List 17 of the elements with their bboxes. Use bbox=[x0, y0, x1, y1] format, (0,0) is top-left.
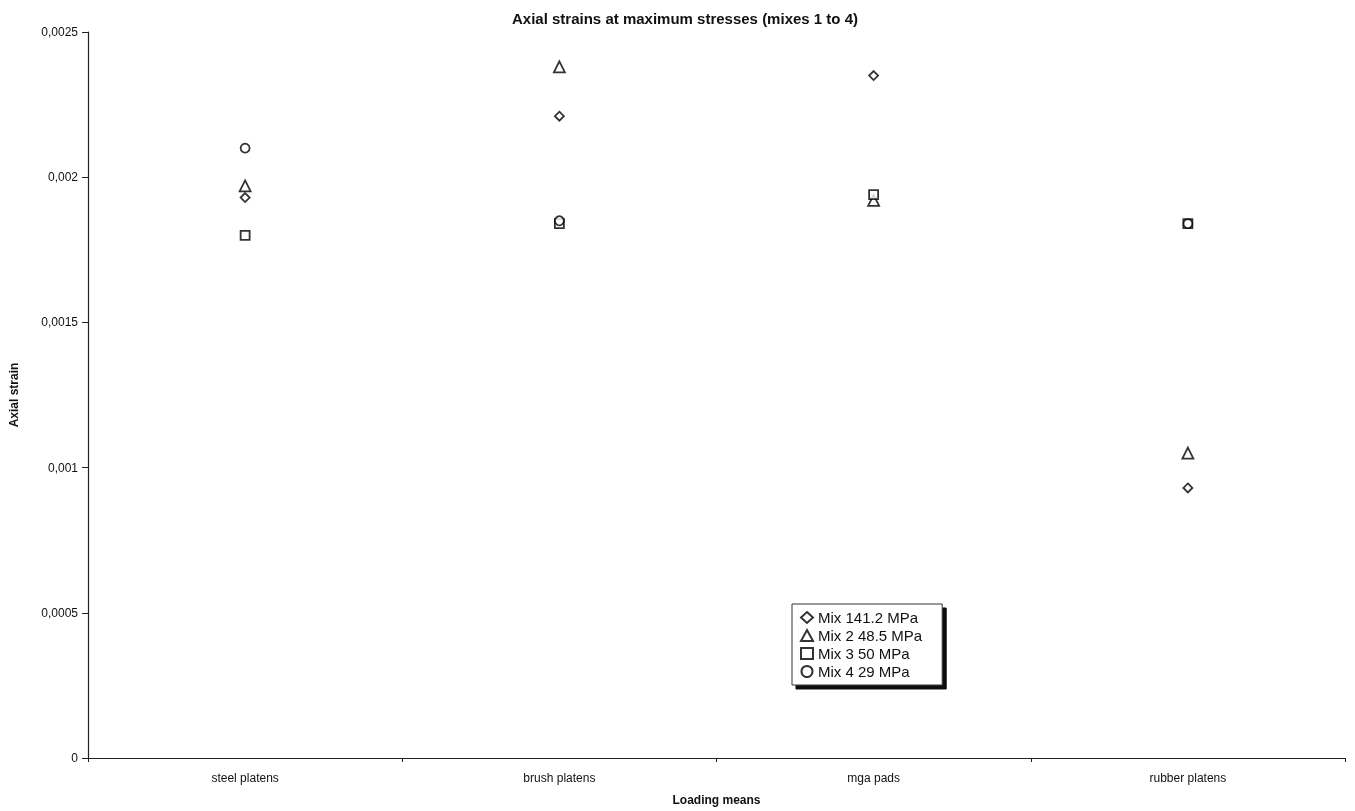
legend-label: Mix 4 29 MPa bbox=[818, 663, 911, 680]
x-tick-label: brush platens bbox=[523, 771, 596, 785]
x-tick-label: steel platens bbox=[211, 771, 279, 785]
y-tick-label: 0 bbox=[71, 751, 79, 765]
legend-label: Mix 141.2 MPa bbox=[818, 609, 919, 626]
chart-title: Axial strains at maximum stresses (mixes 1 to 4) bbox=[512, 10, 858, 27]
y-tick-label: 0,001 bbox=[47, 460, 79, 475]
x-tick-label: mga pads bbox=[847, 771, 900, 785]
y-tick-label: 0,0005 bbox=[41, 605, 79, 620]
x-axis-title: Loading means bbox=[672, 793, 761, 807]
x-tick-label: rubber platens bbox=[1149, 771, 1227, 785]
legend-label: Mix 3 50 MPa bbox=[818, 645, 911, 662]
y-axis-title: Axial strain bbox=[7, 362, 21, 428]
y-tick-label: 0,0015 bbox=[41, 315, 79, 330]
y-tick-label: 0,0025 bbox=[41, 25, 79, 39]
y-tick-label: 0,002 bbox=[47, 170, 79, 185]
legend-label: Mix 2 48.5 MPa bbox=[818, 627, 923, 644]
